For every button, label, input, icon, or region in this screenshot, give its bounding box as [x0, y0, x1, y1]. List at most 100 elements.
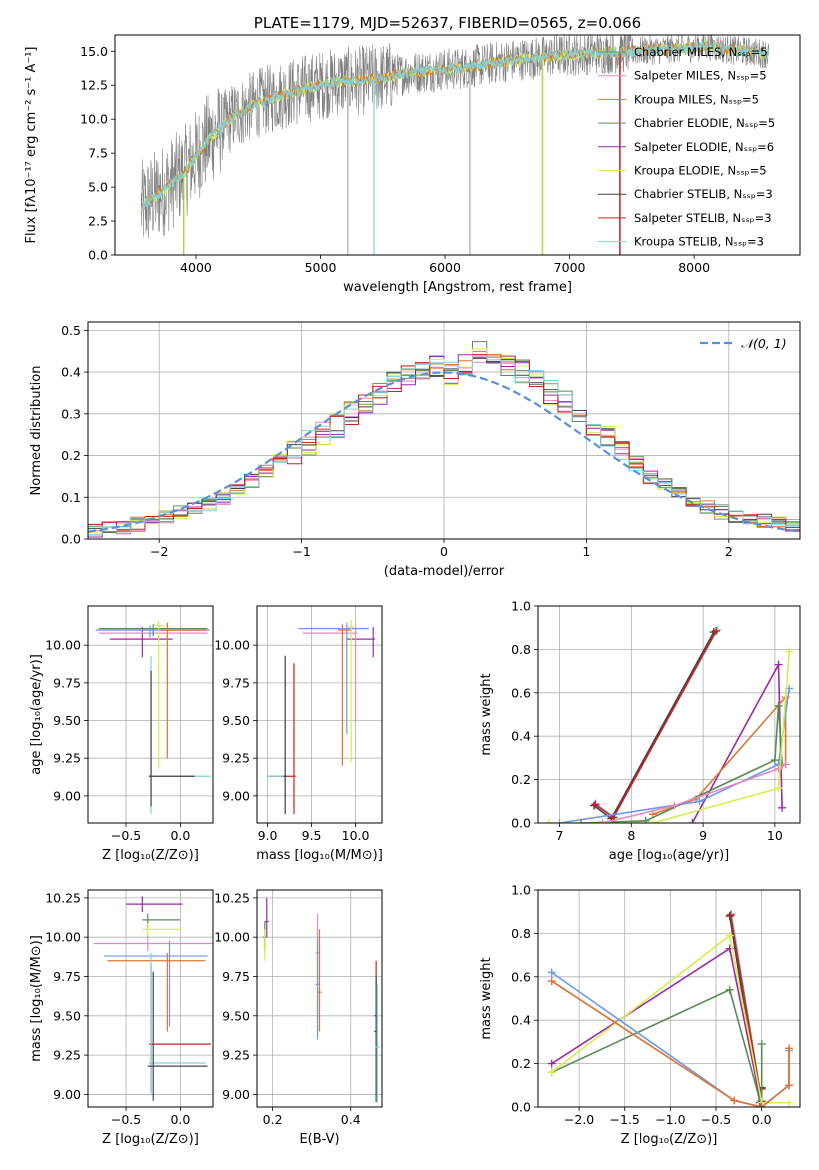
weight-line-8 [602, 763, 787, 823]
x-tick-label: −1.0 [655, 1112, 685, 1127]
y-tick-label: 0.8 [511, 926, 531, 941]
x-tick-label: −2 [150, 544, 168, 559]
y-tick-label: 9.75 [222, 675, 250, 690]
x-tick-label: −1.5 [610, 1112, 640, 1127]
y-tick-label: 0.2 [61, 448, 81, 463]
y-tick-label: 0.6 [511, 969, 531, 984]
plot-area [88, 890, 213, 1107]
weight-marker [712, 626, 721, 635]
y-tick-label: 0.4 [511, 729, 531, 744]
legend-label: Chabrier MILES, Nₛₛₚ=5 [634, 45, 768, 59]
y-tick-label: 0.4 [511, 1013, 531, 1028]
plot-area [257, 890, 382, 1107]
y-tick-label: 0.0 [511, 816, 531, 831]
weight-line-9 [548, 651, 790, 823]
plot-area [88, 606, 213, 823]
weight-marker [785, 1081, 794, 1090]
axes-frame [87, 605, 214, 824]
weight-marker [726, 910, 735, 919]
x-tick-label: 9 [699, 828, 707, 843]
panel-4: 9.0 9.5 10.0 9.00 9.25 9.50 9.75 10.00 mass [log… [214, 605, 383, 863]
y-tick-label: 9.75 [53, 675, 81, 690]
x-tick-label: 0.0 [170, 1112, 190, 1127]
x-tick-label: 9.0 [258, 828, 278, 843]
weight-marker [730, 1096, 739, 1105]
x-tick-label: 5000 [305, 260, 337, 275]
legend-label: Kroupa MILES, Nₛₛₚ=5 [634, 92, 759, 106]
y-tick-label: 2.5 [88, 214, 108, 229]
x-axis-label: Z [log₁₀(Z/Z⊙)] [621, 1132, 718, 1147]
weight-marker [757, 1040, 766, 1049]
y-tick-label: 9.50 [53, 713, 81, 728]
x-axis-label: Z [log₁₀(Z/Z⊙)] [102, 1132, 199, 1147]
y-tick-label: 0.6 [511, 685, 531, 700]
y-tick-label: 7.5 [88, 146, 108, 161]
weight-marker [774, 701, 783, 710]
axes-frame [87, 321, 801, 540]
weight-marker [774, 660, 783, 669]
weight-marker [725, 931, 734, 940]
y-tick-label: 15.0 [80, 44, 108, 59]
x-tick-label: 10 [767, 828, 783, 843]
panel-1: 4000 5000 6000 7000 8000 0.0 2.5 5.0 7.5 10.0 12.5… [24, 14, 801, 295]
y-tick-label: 0.1 [61, 490, 81, 505]
x-tick-label: −0.5 [701, 1112, 731, 1127]
weight-marker [695, 797, 704, 806]
x-axis-label: age [log₁₀(age/yr)] [609, 848, 730, 863]
plot-area [538, 606, 800, 823]
y-tick-label: 9.75 [222, 969, 250, 984]
weight-marker [547, 968, 556, 977]
legend-label: Kroupa ELODIE, Nₛₛₚ=5 [634, 164, 767, 178]
weight-marker [757, 1103, 766, 1107]
x-tick-label: 0.4 [341, 1112, 361, 1127]
x-axis-label: wavelength [Angstrom, rest frame] [343, 280, 572, 295]
axes-frame [537, 605, 801, 824]
weight-marker [591, 800, 600, 809]
x-tick-label: −2.0 [564, 1112, 594, 1127]
histogram-9 [88, 355, 800, 536]
weight-marker [547, 977, 556, 986]
y-tick-label: 9.75 [53, 969, 81, 984]
y-tick-label: 0.2 [511, 1056, 531, 1071]
plot-area [140, 35, 770, 255]
x-tick-label: −1 [292, 544, 310, 559]
y-tick-label: 9.00 [222, 788, 250, 803]
plot-area [257, 606, 382, 823]
y-tick-label: 0.8 [511, 642, 531, 657]
weight-marker [785, 647, 794, 656]
weight-marker [555, 819, 564, 823]
x-axis-label: E(B-V) [299, 1132, 339, 1147]
x-axis-label: (data-model)/error [384, 564, 505, 579]
x-tick-label: 2 [725, 544, 733, 559]
x-tick-label: 0.2 [263, 1112, 283, 1127]
y-tick-label: 5.0 [88, 180, 108, 195]
y-axis-label: Normed distribution [29, 366, 44, 496]
legend-label: Chabrier ELODIE, Nₛₛₚ=5 [634, 116, 775, 130]
x-tick-label: 0.0 [170, 828, 190, 843]
y-tick-label: 9.25 [53, 751, 81, 766]
panel-3: −0.5 0.0 9.00 9.25 9.50 9.75 10.00 Z [log₁₀(Z/Z… [29, 605, 214, 863]
panel-2: −2 −1 0 1 2 0.0 0.1 0.2 0.3 0.4 0.5 (data-model)/er… [29, 321, 801, 579]
x-tick-label: 7 [556, 828, 564, 843]
weight-marker [544, 819, 553, 823]
y-tick-label: 1.0 [511, 599, 531, 614]
weight-marker [577, 819, 586, 823]
axes-frame [114, 34, 801, 256]
y-tick-label: 9.50 [222, 1008, 250, 1023]
weight-line-9 [551, 980, 790, 1107]
y-tick-label: 10.00 [45, 638, 81, 653]
y-tick-label: 9.50 [53, 1008, 81, 1023]
y-tick-label: 1.0 [511, 883, 531, 898]
weight-marker [725, 912, 734, 921]
weight-marker [547, 1068, 556, 1077]
weight-marker [781, 760, 790, 769]
x-tick-label: −0.5 [111, 1112, 141, 1127]
panel-8: −2.0 −1.5 −1.0 −0.5 0.0 0.0 0.2 0.4 0.6 0.8 1.0 Z [… [479, 883, 801, 1147]
y-tick-label: 9.00 [53, 788, 81, 803]
y-tick-label: 12.5 [80, 78, 108, 93]
y-tick-label: 10.00 [45, 930, 81, 945]
x-tick-label: 8 [627, 828, 635, 843]
x-tick-label: 9.5 [302, 828, 322, 843]
plot-area [538, 890, 800, 1107]
y-tick-label: 9.25 [222, 1048, 250, 1063]
